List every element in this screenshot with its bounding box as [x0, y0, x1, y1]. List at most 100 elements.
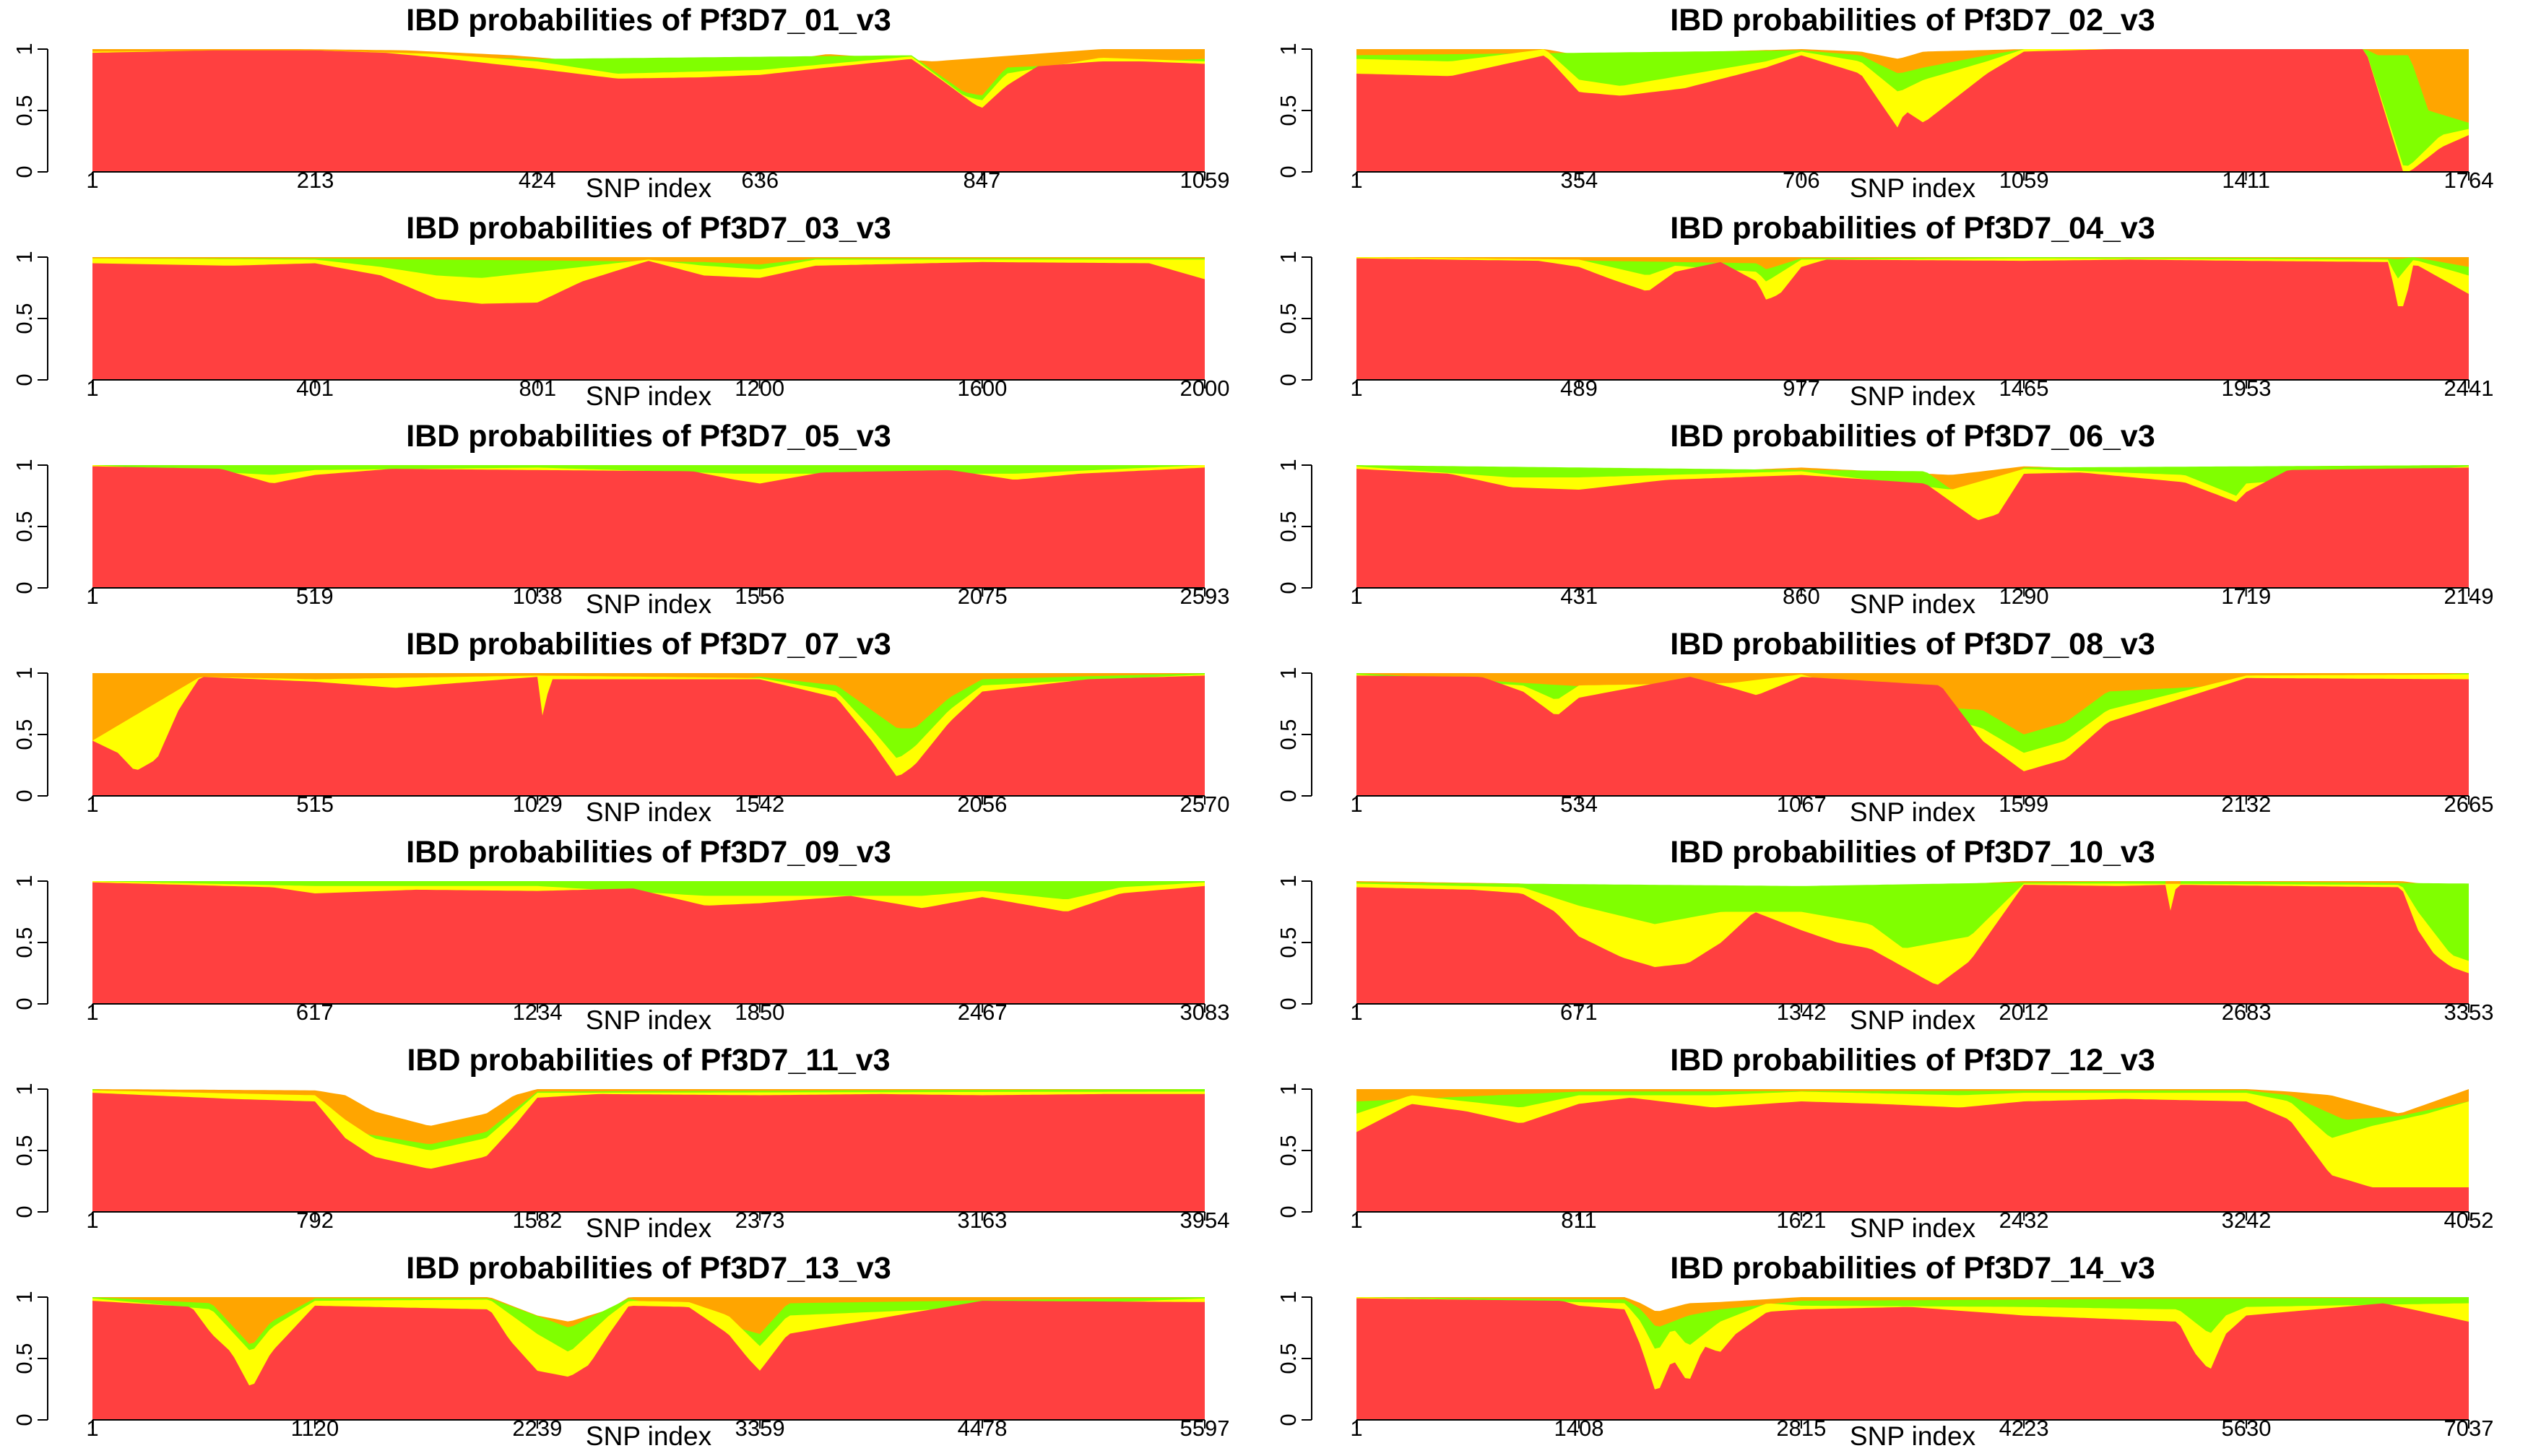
x-tick-label: 4223: [1999, 1416, 2049, 1441]
y-tick-label: 0: [12, 1413, 37, 1426]
y-tick-label: 1: [12, 875, 37, 887]
y-tick-label: 0: [1276, 1205, 1301, 1218]
ibd-area-series: [92, 882, 1205, 1004]
x-axis-label: SNP index: [1849, 173, 1976, 203]
x-tick-label: 706: [1783, 168, 1820, 193]
chart-plot: 0 0.5 1 1 401 801 1200 1600 2000: [12, 251, 1229, 401]
x-tick-label: 1556: [735, 584, 784, 609]
x-tick-label: 2075: [958, 584, 1008, 609]
x-tick-label: 2815: [1776, 1416, 1826, 1441]
x-tick-label: 1408: [1554, 1416, 1603, 1441]
chart-panel: IBD probabilities of Pf3D7_03_v3 0 0.5 1 1 40…: [0, 208, 1264, 416]
x-tick-label: 977: [1783, 376, 1820, 401]
chart-title: IBD probabilities of Pf3D7_01_v3: [406, 3, 891, 38]
x-tick-label: 1290: [1999, 584, 2049, 609]
x-axis-label: SNP index: [1849, 1213, 1976, 1243]
x-tick-label: 534: [1560, 792, 1598, 817]
x-tick-label: 2441: [2444, 376, 2494, 401]
ibd-area-series: [92, 1093, 1205, 1212]
chart-panel: IBD probabilities of Pf3D7_13_v3 0 0.5 1 1 11…: [0, 1248, 1264, 1456]
x-tick-label: 1600: [957, 376, 1007, 401]
chart-panel: IBD probabilities of Pf3D7_09_v3 0 0.5 1 1 61…: [0, 832, 1264, 1040]
x-axis-label: SNP index: [585, 381, 712, 411]
x-tick-label: 1: [1350, 1000, 1362, 1025]
y-tick-label: 0.5: [12, 719, 37, 750]
y-tick-label: 1: [1276, 875, 1301, 887]
y-tick-label: 0: [12, 373, 37, 386]
x-tick-label: 2373: [735, 1208, 785, 1233]
x-tick-label: 1: [86, 584, 98, 609]
chart-title: IBD probabilities of Pf3D7_03_v3: [406, 211, 891, 246]
x-tick-label: 617: [296, 1000, 334, 1025]
y-tick-label: 0: [1276, 373, 1301, 386]
y-tick-label: 1: [1276, 459, 1301, 471]
x-tick-label: 1: [1350, 584, 1362, 609]
x-tick-label: 2467: [958, 1000, 1008, 1025]
x-axis-label: SNP index: [1849, 797, 1976, 827]
y-tick-label: 0: [1276, 997, 1301, 1010]
x-tick-label: 1764: [2444, 168, 2494, 193]
chart-plot: 0 0.5 1 1 671 1342 2012 2683 3353: [1276, 875, 2493, 1025]
x-axis-label: SNP index: [1849, 381, 1976, 411]
chart-plot: 0 0.5 1 1 213 424 636 847 1059: [12, 43, 1230, 193]
x-tick-label: 1067: [1777, 792, 1827, 817]
x-tick-label: 5630: [2222, 1416, 2272, 1441]
x-axis-label: SNP index: [585, 589, 712, 619]
x-tick-label: 1411: [2222, 168, 2270, 193]
chart-plot: 0 0.5 1 1 354 706 1059 1411 1764: [1276, 43, 2494, 193]
x-tick-label: 1850: [735, 1000, 784, 1025]
x-axis-label: SNP index: [585, 1421, 712, 1451]
y-tick-label: 0.5: [12, 95, 37, 126]
y-tick-label: 0: [1276, 581, 1301, 594]
chart-plot: 0 0.5 1 1 792 1582 2373 3163 3954: [12, 1083, 1230, 1233]
y-tick-label: 1: [12, 251, 37, 263]
chart-plot: 0 0.5 1 1 811 1621 2432 3242 4052: [1276, 1083, 2493, 1233]
ibd-area-series: [1356, 885, 2469, 1004]
x-tick-label: 3359: [735, 1416, 785, 1441]
x-tick-label: 1542: [735, 792, 784, 817]
chart-plot: 0 0.5 1 1 489 977 1465 1953 2441: [1276, 251, 2494, 401]
y-tick-label: 0.5: [1276, 719, 1301, 750]
x-tick-label: 1059: [1999, 168, 2049, 193]
y-tick-label: 1: [1276, 1291, 1301, 1303]
x-tick-label: 1234: [513, 1000, 563, 1025]
x-tick-label: 1: [86, 1000, 98, 1025]
y-tick-label: 1: [1276, 667, 1301, 679]
chart-plot: 0 0.5 1 1 1408 2815 4223 5630 7037: [1276, 1291, 2493, 1441]
x-tick-label: 3954: [1180, 1208, 1230, 1233]
x-tick-label: 1621: [1776, 1208, 1826, 1233]
x-tick-label: 5597: [1180, 1416, 1230, 1441]
y-tick-label: 1: [12, 459, 37, 471]
x-tick-label: 2132: [2221, 792, 2271, 817]
x-tick-label: 1: [86, 168, 98, 193]
y-tick-label: 0: [1276, 165, 1301, 178]
chart-panel: IBD probabilities of Pf3D7_06_v3 0 0.5 1 1 43…: [1264, 416, 2528, 624]
y-tick-label: 0.5: [12, 1343, 37, 1374]
x-tick-label: 811: [1561, 1208, 1596, 1233]
x-tick-label: 2593: [1180, 584, 1230, 609]
x-tick-label: 1: [1350, 376, 1362, 401]
x-tick-label: 489: [1560, 376, 1598, 401]
x-tick-label: 1059: [1180, 168, 1230, 193]
x-tick-label: 354: [1560, 168, 1598, 193]
x-tick-label: 4478: [958, 1416, 1008, 1441]
x-tick-label: 1029: [513, 792, 563, 817]
chart-panel: IBD probabilities of Pf3D7_02_v3 0 0.5 1 1 35…: [1264, 0, 2528, 208]
y-tick-label: 0.5: [1276, 1135, 1301, 1166]
x-tick-label: 401: [296, 376, 334, 401]
y-tick-label: 0.5: [12, 1135, 37, 1166]
x-tick-label: 1038: [513, 584, 563, 609]
chart-title: IBD probabilities of Pf3D7_05_v3: [406, 419, 891, 454]
x-axis-label: SNP index: [585, 173, 712, 203]
x-tick-label: 801: [519, 376, 556, 401]
chart-panel: IBD probabilities of Pf3D7_04_v3 0 0.5 1 1 48…: [1264, 208, 2528, 416]
chart-plot: 0 0.5 1 1 1120 2239 3359 4478 5597: [12, 1291, 1230, 1441]
chart-plot: 0 0.5 1 1 431 860 1290 1719 2149: [1276, 459, 2493, 609]
chart-title: IBD probabilities of Pf3D7_11_v3: [407, 1043, 891, 1078]
x-tick-label: 1719: [2221, 584, 2271, 609]
x-tick-label: 431: [1560, 584, 1598, 609]
x-tick-label: 1: [1350, 1208, 1362, 1233]
x-axis-label: SNP index: [1849, 1005, 1976, 1035]
x-axis-label: SNP index: [1849, 589, 1976, 619]
